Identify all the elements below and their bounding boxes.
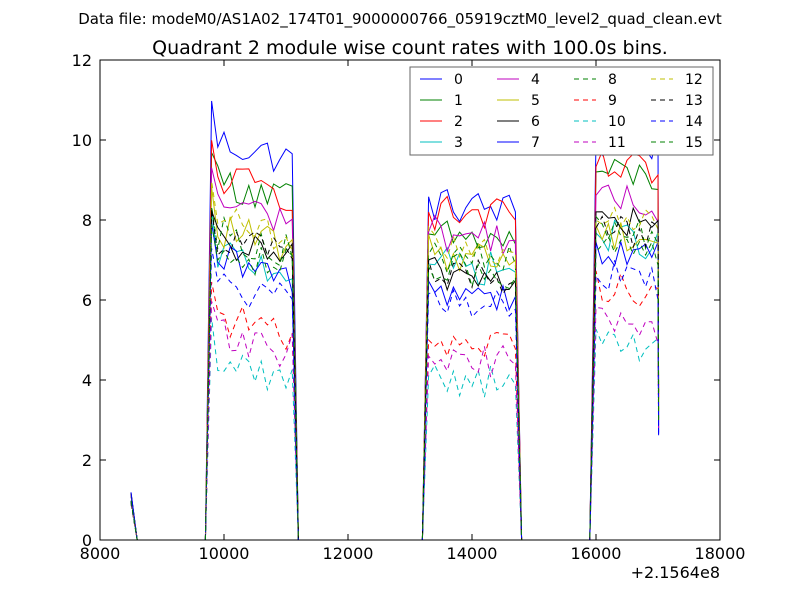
series-line [130, 152, 660, 541]
y-tick-label: 12 [72, 51, 92, 70]
legend-entry: 2 [454, 114, 463, 130]
x-tick-label: 14000 [447, 544, 498, 563]
series-line [130, 167, 660, 541]
series-line [130, 187, 660, 541]
x-tick-label: 18000 [695, 544, 746, 563]
y-tick-label: 10 [72, 131, 92, 150]
series-line [130, 270, 660, 541]
legend-entry: 11 [608, 135, 626, 151]
y-tick-label: 0 [82, 531, 92, 550]
series-line [130, 317, 660, 541]
chart-suptitle: Data file: modeM0/AS1A02_174T01_90000007… [78, 10, 722, 29]
x-axis: 8000 10000 12000 14000 16000 18000 [80, 60, 746, 563]
legend-entry: 15 [685, 135, 703, 151]
legend-entry: 5 [531, 93, 540, 109]
legend-entry: 3 [454, 135, 463, 151]
chart-title: Quadrant 2 module wise count rates with … [152, 37, 668, 59]
legend-entry: 9 [608, 93, 617, 109]
legend-entry: 14 [685, 114, 703, 130]
x-tick-label: 10000 [199, 544, 250, 563]
series-line [130, 248, 660, 541]
legend-entry: 7 [531, 135, 540, 151]
y-tick-label: 2 [82, 451, 92, 470]
legend-entry: 4 [531, 72, 540, 88]
legend-entry: 6 [531, 114, 540, 130]
x-tick-label: 16000 [571, 544, 622, 563]
legend-entry: 10 [608, 114, 626, 130]
series-line [130, 222, 660, 541]
series-line [130, 208, 660, 541]
legend-entry: 12 [685, 72, 703, 88]
series-line [130, 301, 660, 541]
legend-entry: 13 [685, 93, 703, 109]
legend-entry: 8 [608, 72, 617, 88]
x-tick-label: 8000 [80, 544, 121, 563]
series-layer [130, 100, 660, 541]
series-line [130, 206, 660, 541]
x-offset-label: +2.1564e8 [631, 563, 720, 582]
series-line [130, 206, 660, 541]
series-line [130, 223, 660, 541]
x-tick-label: 12000 [323, 544, 374, 563]
series-line [130, 180, 660, 541]
legend-entry: 1 [454, 93, 463, 109]
legend-entry: 0 [454, 72, 463, 88]
y-tick-label: 6 [82, 291, 92, 310]
y-tick-label: 4 [82, 371, 92, 390]
legend-box [409, 66, 714, 156]
y-tick-label: 8 [82, 211, 92, 230]
series-line [130, 140, 660, 541]
